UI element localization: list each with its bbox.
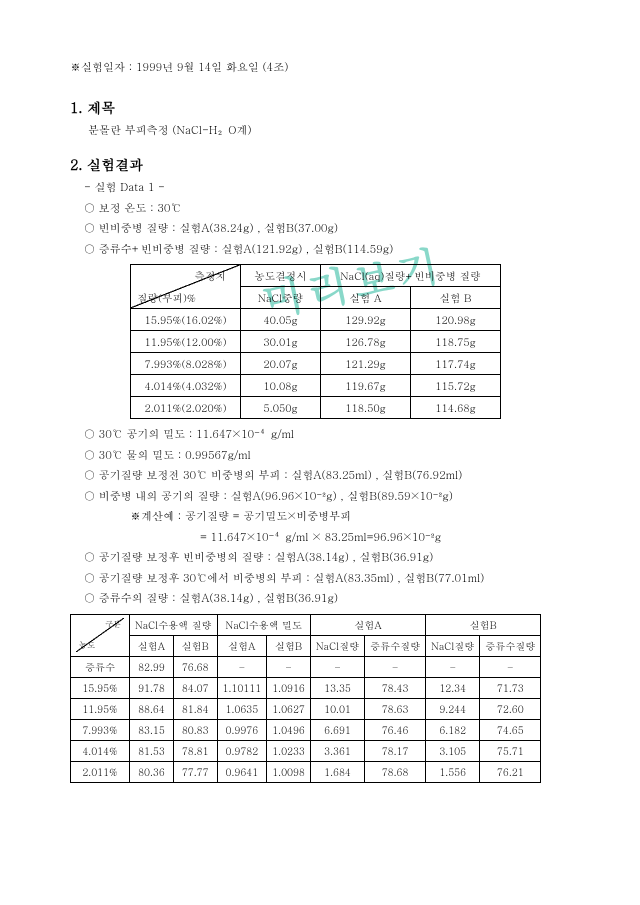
section-1-subtitle: 분몰란 부피측정 (NaCl-H₂O계): [88, 123, 590, 138]
table-row: 11.95%(12.00%)30.01g126.78g118.75g: [131, 331, 501, 353]
calc-line: ※계산예 : 공기질량 = 공기밀도×비중병부피: [130, 509, 590, 526]
table-header-cell: 증류수질량: [365, 635, 426, 656]
table-row: 15.95%91.7884.071.101111.091613.3578.431…: [71, 677, 541, 698]
experiment-date: ※실험일자 : 1999년 9월 14일 화요일 (4조): [70, 60, 590, 75]
table-header-cell: 구분 농도: [71, 614, 130, 656]
section-1-title: 1. 제목: [70, 97, 590, 117]
table-header-cell: 실험 B: [411, 287, 501, 309]
table-header-cell: 실험B: [426, 614, 541, 635]
table-header-cell: 실험B: [173, 635, 217, 656]
table-2-container: 구분 농도 NaCl수용액 질량 NaCl수용액 밀도 실험A 실험B 실험A …: [70, 614, 590, 783]
table-header-cell: 실험A: [217, 635, 267, 656]
concentration-table: 측정치 질량(부피)% 농도결정시 NaCl(aq)질량+빈비중병 질량 NaC…: [130, 264, 501, 419]
info-line: ○ 공기질량 보정전 30℃ 비중병의 부피 : 실험A(83.25ml) , …: [84, 468, 590, 485]
table-row: 7.993%83.1580.830.99761.04966.69176.466.…: [71, 719, 541, 740]
table-header-cell: 측정치 질량(부피)%: [131, 265, 241, 309]
table-row: 7.993%(8.028%)20.07g121.29g117.74g: [131, 353, 501, 375]
info-line: ○ 보정 온도 : 30℃: [84, 201, 590, 218]
table-header-cell: NaCl수용액 질량: [130, 614, 218, 635]
table-header-cell: NaCl수용액 밀도: [217, 614, 310, 635]
table-header-cell: 실험A: [310, 614, 425, 635]
table-header-cell: 실험 A: [321, 287, 411, 309]
info-line: ○ 공기질량 보정후 30℃에서 비중병의 부피 : 실험A(83.35ml) …: [84, 571, 590, 588]
table-header-cell: NaCl질량: [426, 635, 480, 656]
document-content: ※실험일자 : 1999년 9월 14일 화요일 (4조) 1. 제목 분몰란 …: [70, 60, 590, 783]
table-header-cell: NaCl질량: [310, 635, 364, 656]
info-line: ○ 증류수의 질량 : 실험A(38.14g) , 실험B(36.91g): [84, 591, 590, 608]
table-header-cell: 농도결정시: [241, 265, 321, 287]
table-1-container: 측정치 질량(부피)% 농도결정시 NaCl(aq)질량+빈비중병 질량 NaC…: [130, 264, 590, 419]
table-header-cell: 실험B: [267, 635, 311, 656]
table-header-cell: NaCl(aq)질량+빈비중병 질량: [321, 265, 501, 287]
results-table: 구분 농도 NaCl수용액 질량 NaCl수용액 밀도 실험A 실험B 실험A …: [70, 614, 541, 783]
calc-line: = 11.647×10⁻⁴g/ml × 83.25ml=96.96×10⁻²g: [200, 530, 590, 547]
info-line: ○ 공기질량 보정후 빈비중병의 질량 : 실험A(38.14g) , 실험B(…: [84, 550, 590, 567]
table-header-cell: NaCl중량: [241, 287, 321, 309]
table-header-cell: 실험A: [130, 635, 174, 656]
table-row: 2.011%80.3677.770.96411.00981.68478.681.…: [71, 761, 541, 782]
info-line: ○ 빈비중병 질량 : 실험A(38.24g) , 실험B(37.00g): [84, 221, 590, 238]
table-row: 4.014%81.5378.810.97821.02333.36178.173.…: [71, 740, 541, 761]
info-line: ○ 30℃ 물의 밀도 : 0.99567g/ml: [84, 448, 590, 465]
table-row: 11.95%88.6481.841.06351.062710.0178.639.…: [71, 698, 541, 719]
table-row: 4.014%(4.032%)10.08g119.67g115.72g: [131, 375, 501, 397]
table-row: 2.011%(2.020%)5.050g118.50g114.68g: [131, 397, 501, 419]
info-line: ○ 증류수+빈비중병 질량 : 실험A(121.92g) , 실험B(114.5…: [84, 242, 590, 259]
info-line: ○ 30℃ 공기의 밀도 : 11.647×10⁻⁴g/ml: [84, 427, 590, 444]
table-row: 15.95%(16.02%)40.05g129.92g120.98g: [131, 309, 501, 331]
table-header-cell: 증류수질량: [480, 635, 541, 656]
data-label: - 실험 Data 1 -: [84, 180, 590, 197]
info-line: ○ 비중병 내의 공기의 질량 : 실험A(96.96×10⁻²g) , 실험B…: [84, 489, 590, 506]
table-row: 증류수82.9976.68––––––: [71, 656, 541, 677]
section-2-title: 2. 실험결과: [70, 154, 590, 174]
